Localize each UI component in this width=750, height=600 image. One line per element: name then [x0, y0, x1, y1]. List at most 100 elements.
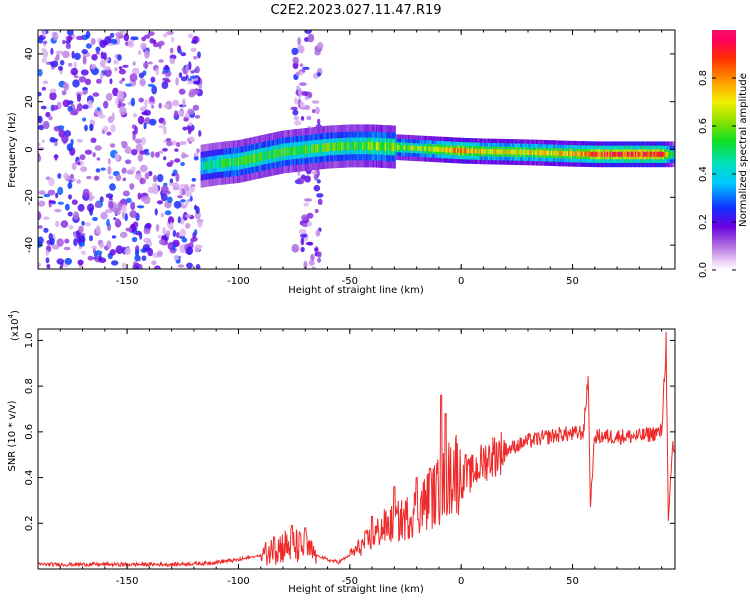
noise-blob — [49, 88, 57, 94]
noise-blob — [301, 91, 309, 96]
noise-blob — [316, 193, 324, 198]
ridge-cell — [413, 145, 415, 151]
noise-blob — [38, 225, 43, 229]
noise-blob — [312, 109, 316, 114]
ridge-cell — [208, 160, 211, 170]
ridge-cell — [581, 151, 583, 157]
x-tick-label: -150 — [116, 576, 139, 587]
ridge-cell — [346, 141, 348, 151]
noise-blob — [78, 76, 87, 83]
ridge-cell — [601, 151, 603, 157]
noise-blob — [119, 80, 123, 84]
noise-blob — [291, 47, 299, 56]
noise-blob — [317, 118, 321, 125]
ridge-cell — [598, 151, 601, 157]
noise-blob — [161, 185, 169, 193]
noise-blob — [169, 159, 174, 165]
noise-blob — [95, 225, 101, 234]
noise-blob — [91, 54, 98, 61]
noise-blob — [105, 92, 113, 102]
ridge-cell — [673, 151, 675, 157]
y-tick-label: 0.2 — [24, 515, 35, 531]
ridge-cell — [620, 151, 622, 157]
noise-blob — [82, 117, 87, 122]
ridge-cell — [660, 151, 662, 157]
noise-blob — [100, 167, 106, 171]
noise-blob — [147, 247, 154, 257]
ridge-cell — [614, 151, 617, 157]
noise-blob — [78, 225, 84, 234]
noise-blob — [137, 153, 144, 162]
noise-blob — [67, 62, 73, 67]
noise-blob — [291, 244, 299, 248]
ridge-cell — [327, 142, 329, 152]
ridge-cell — [429, 146, 431, 152]
ridge-cell — [244, 155, 247, 165]
ridge-cell — [494, 149, 497, 155]
ridge-cell — [652, 151, 654, 157]
ridge-cell — [374, 141, 376, 151]
noise-blob — [49, 91, 57, 101]
noise-blob — [80, 250, 87, 256]
noise-blob — [196, 148, 200, 154]
noise-blob — [154, 208, 158, 216]
noise-blob — [175, 173, 180, 182]
ridge-cell — [613, 151, 615, 157]
snr-x-axis-label: Height of straight line (km) — [288, 584, 424, 595]
noise-blob — [185, 201, 189, 207]
noise-blob — [42, 30, 46, 37]
noise-blob — [94, 202, 101, 209]
noise-blob — [102, 125, 109, 132]
noise-blob — [103, 52, 107, 61]
colorbar-tick-label: 0.4 — [698, 166, 709, 182]
noise-blob — [167, 196, 173, 204]
ridge-cell — [672, 151, 674, 157]
noise-blob — [42, 80, 49, 85]
noise-blob — [178, 49, 182, 55]
ridge-cell — [385, 142, 387, 151]
noise-blob — [292, 109, 299, 116]
ridge-cell — [275, 149, 277, 158]
ridge-cell — [411, 145, 414, 151]
noise-blob — [195, 65, 200, 74]
noise-blob — [51, 105, 59, 111]
ridge-cell — [449, 147, 451, 153]
noise-blob — [95, 46, 101, 53]
ridge-cell — [576, 151, 578, 157]
noise-blob — [90, 64, 96, 70]
noise-blob — [122, 64, 129, 68]
noise-blob — [105, 208, 111, 213]
noise-blob — [163, 156, 167, 161]
y-tick-label: 20 — [24, 95, 35, 108]
ridge-cell — [442, 147, 444, 153]
noise-blob — [192, 104, 200, 111]
ridge-cell — [344, 142, 347, 151]
noise-blob — [57, 201, 64, 205]
noise-blob — [82, 188, 90, 198]
ridge-cell — [427, 146, 430, 152]
ridge-cell — [455, 147, 458, 153]
noise-blob — [131, 149, 138, 156]
noise-blob — [90, 38, 96, 45]
noise-blob — [71, 199, 78, 205]
ridge-cell — [566, 151, 569, 157]
snr-multiplier-exponent: 4 — [7, 313, 15, 318]
noise-blob — [187, 199, 191, 203]
noise-blob — [181, 204, 187, 209]
spectrogram-panel: -150 -100 -50 0 50 -40 -20 0 20 40 Height of stra… — [7, 29, 676, 296]
ridge-cell — [665, 151, 668, 157]
noise-blob — [307, 221, 312, 227]
ridge-cell — [207, 161, 209, 170]
ridge-cell — [398, 144, 400, 150]
noise-blob — [303, 260, 308, 269]
noise-blob — [79, 241, 85, 247]
ridge-cell — [258, 153, 260, 162]
noise-blob — [170, 36, 175, 43]
ridge-cell — [430, 146, 432, 152]
ridge-cell — [642, 151, 645, 157]
noise-blob — [66, 35, 73, 42]
noise-blob — [190, 47, 197, 52]
ridge-cell — [402, 145, 404, 150]
noise-blob — [41, 48, 46, 52]
noise-blob — [304, 104, 311, 111]
